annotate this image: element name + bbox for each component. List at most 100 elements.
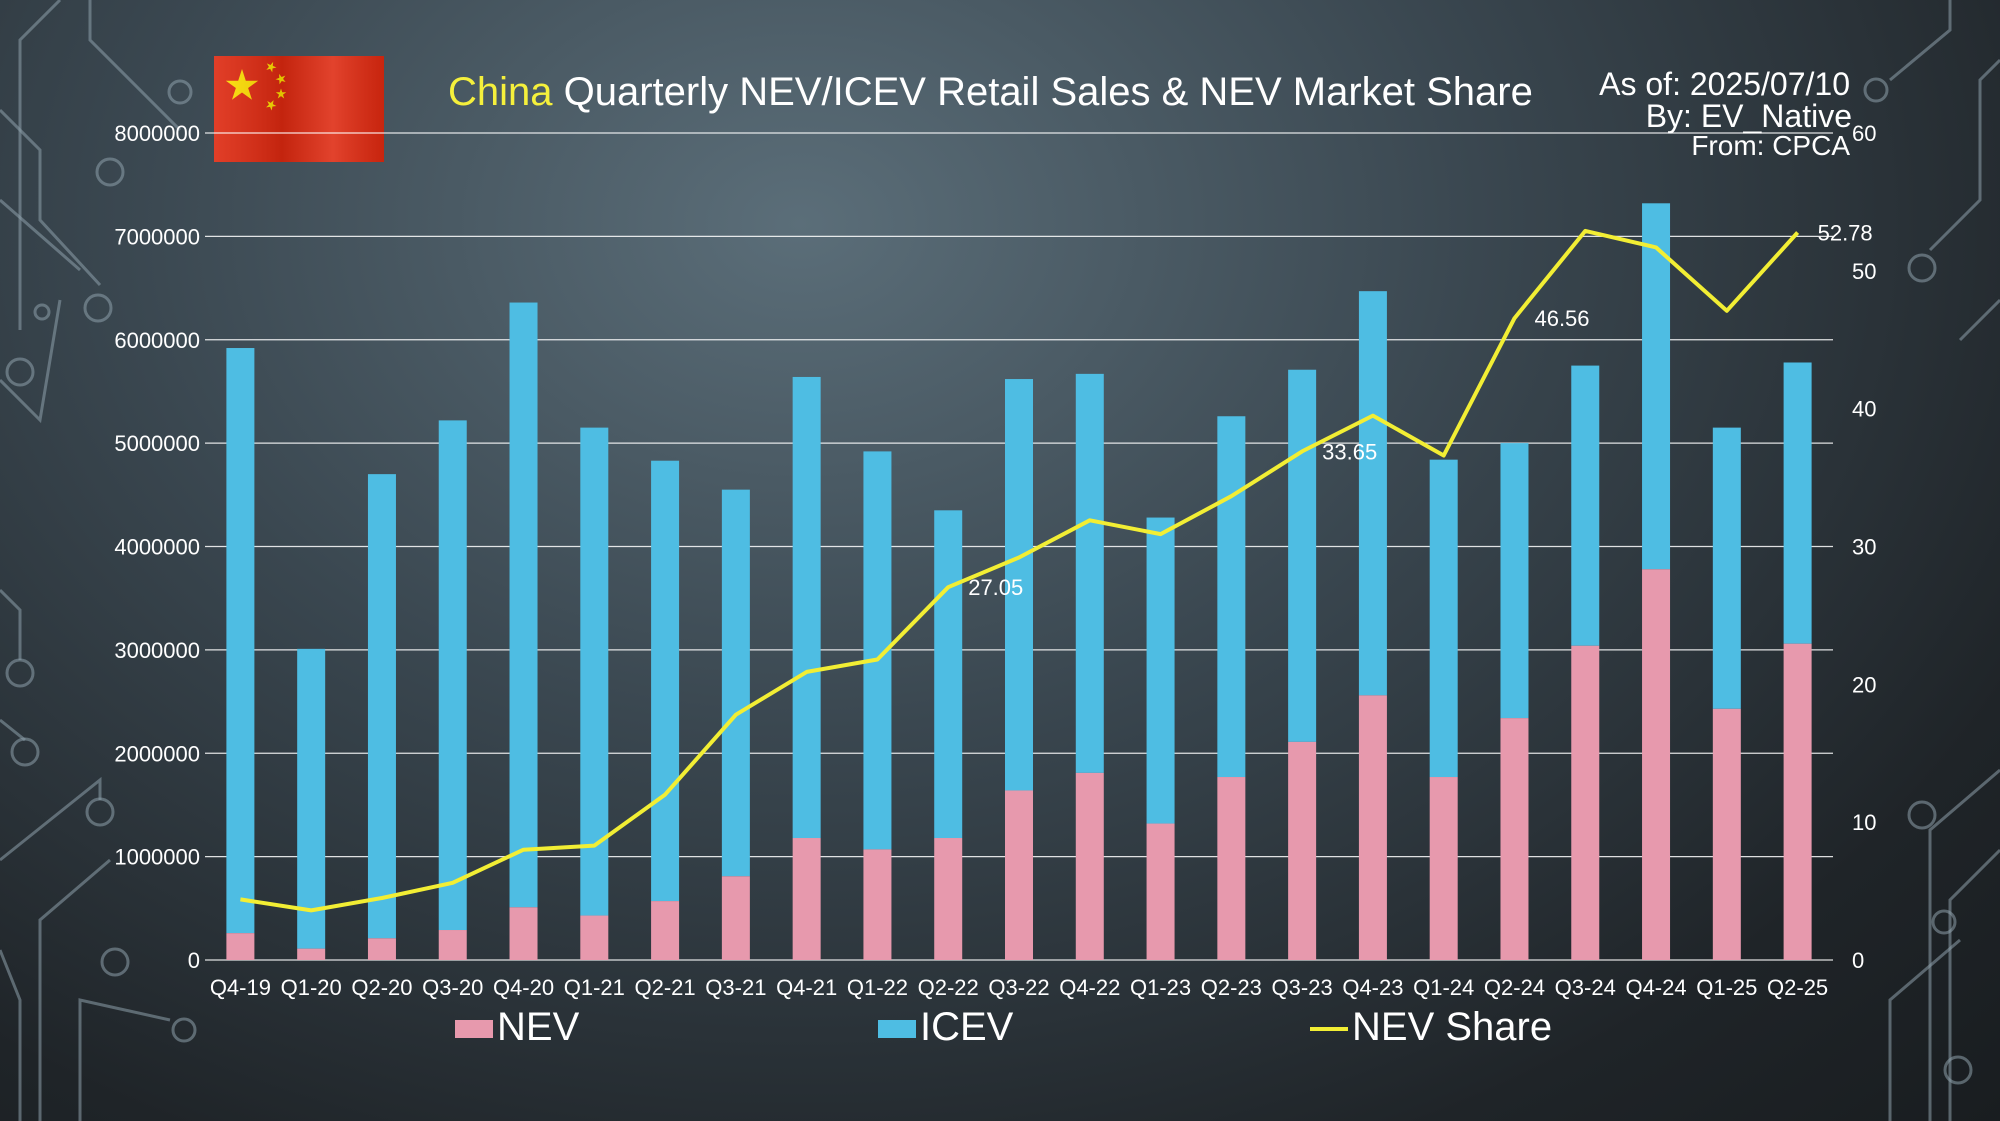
y-right-tick-label: 10 (1852, 810, 1876, 835)
y-left-tick-label: 5000000 (114, 431, 200, 456)
y-left-tick-label: 6000000 (114, 328, 200, 353)
bar-icev (1571, 365, 1600, 646)
bar-nev (367, 938, 396, 960)
bar-nev (1075, 772, 1104, 960)
x-tick-label: Q3-20 (422, 975, 483, 1000)
bar-icev (438, 420, 467, 931)
chart-title: China Quarterly NEV/ICEV Retail Sales & … (448, 70, 1533, 115)
bar-icev (651, 460, 680, 902)
bar-icev (1712, 427, 1741, 709)
x-tick-label: Q1-23 (1130, 975, 1191, 1000)
x-tick-label: Q2-22 (918, 975, 979, 1000)
x-tick-label: Q4-19 (210, 975, 271, 1000)
bar-icev (1075, 373, 1104, 773)
title-rest: Quarterly NEV/ICEV Retail Sales & NEV Ma… (552, 70, 1533, 114)
share-data-label: 52.78 (1818, 221, 1873, 246)
y-left-tick-label: 0 (188, 948, 200, 973)
bar-icev (1358, 291, 1387, 696)
bar-nev (1146, 823, 1175, 960)
bar-icev (934, 510, 963, 839)
bar-icev (721, 489, 750, 877)
x-tick-label: Q1-24 (1413, 975, 1474, 1000)
y-left-tick-label: 2000000 (114, 741, 200, 766)
bar-icev (1146, 517, 1175, 824)
bar-nev (1500, 718, 1529, 960)
x-tick-label: Q3-21 (705, 975, 766, 1000)
bar-nev (226, 933, 255, 960)
legend-label: NEV Share (1352, 1005, 1552, 1049)
bar-nev (1358, 695, 1387, 960)
bar-icev (792, 376, 821, 839)
y-right-tick-label: 0 (1852, 948, 1864, 973)
x-tick-label: Q3-24 (1555, 975, 1616, 1000)
bar-nev (1005, 790, 1033, 960)
bar-nev (509, 907, 538, 960)
bar-nev (1571, 645, 1600, 960)
bar-nev (651, 901, 680, 960)
bar-nev (1712, 708, 1741, 960)
x-tick-label: Q2-21 (635, 975, 696, 1000)
bar-icev (1429, 459, 1458, 778)
x-tick-label: Q1-22 (847, 975, 908, 1000)
y-left-tick-label: 1000000 (114, 845, 200, 870)
bar-nev (1642, 569, 1671, 960)
bar-nev (792, 838, 821, 960)
bar-nev (1783, 643, 1812, 960)
bar-icev (226, 348, 255, 934)
x-tick-label: Q1-25 (1696, 975, 1757, 1000)
x-tick-label: Q2-24 (1484, 975, 1545, 1000)
bar-icev (1642, 203, 1671, 570)
x-tick-label: Q2-25 (1767, 975, 1828, 1000)
as-of-date: As of: 2025/07/10 (1599, 66, 1850, 102)
china-flag-icon (214, 56, 384, 162)
share-data-label: 33.65 (1322, 439, 1377, 464)
x-tick-label: Q4-24 (1625, 975, 1686, 1000)
bar-nev (721, 876, 750, 960)
bar-icev (1288, 369, 1317, 742)
legend-swatch (878, 1020, 916, 1038)
bar-icev (1217, 416, 1246, 778)
bar-icev (1500, 443, 1529, 719)
share-data-label: 27.05 (968, 575, 1023, 600)
bar-nev (297, 948, 326, 960)
x-tick-label: Q3-22 (988, 975, 1049, 1000)
bar-icev (367, 474, 396, 939)
y-left-tick-label: 8000000 (114, 121, 200, 146)
bar-nev (1429, 777, 1458, 960)
bar-icev (297, 648, 326, 949)
y-left-tick-label: 3000000 (114, 638, 200, 663)
y-right-tick-label: 50 (1852, 259, 1876, 284)
x-tick-label: Q2-23 (1201, 975, 1262, 1000)
share-data-label: 46.56 (1534, 306, 1589, 331)
y-right-tick-label: 30 (1852, 535, 1876, 560)
x-tick-label: Q1-20 (281, 975, 342, 1000)
bar-icev (580, 427, 609, 916)
author-credit: By: EV_Native (1645, 98, 1852, 134)
bar-nev (1217, 777, 1246, 960)
legend-label: ICEV (920, 1005, 1014, 1049)
bar-nev (1288, 741, 1317, 960)
bar-nev (934, 838, 963, 960)
bar-nev (863, 849, 892, 960)
bar-icev (1005, 379, 1033, 791)
y-left-tick-label: 7000000 (114, 224, 200, 249)
y-right-tick-label: 40 (1852, 397, 1876, 422)
x-tick-label: Q2-20 (351, 975, 412, 1000)
y-right-tick-label: 60 (1852, 121, 1876, 146)
x-tick-label: Q4-20 (493, 975, 554, 1000)
x-tick-label: Q3-23 (1272, 975, 1333, 1000)
y-right-tick-label: 20 (1852, 672, 1876, 697)
title-highlight: China (448, 70, 553, 114)
bar-nev (438, 930, 467, 960)
legend-swatch (455, 1020, 493, 1038)
y-left-tick-label: 4000000 (114, 535, 200, 560)
bar-nev (580, 915, 609, 960)
x-tick-label: Q4-21 (776, 975, 837, 1000)
x-tick-label: Q1-21 (564, 975, 625, 1000)
data-source: From: CPCA (1691, 130, 1850, 161)
x-tick-label: Q4-23 (1342, 975, 1403, 1000)
nev-share-line (240, 228, 1800, 913)
